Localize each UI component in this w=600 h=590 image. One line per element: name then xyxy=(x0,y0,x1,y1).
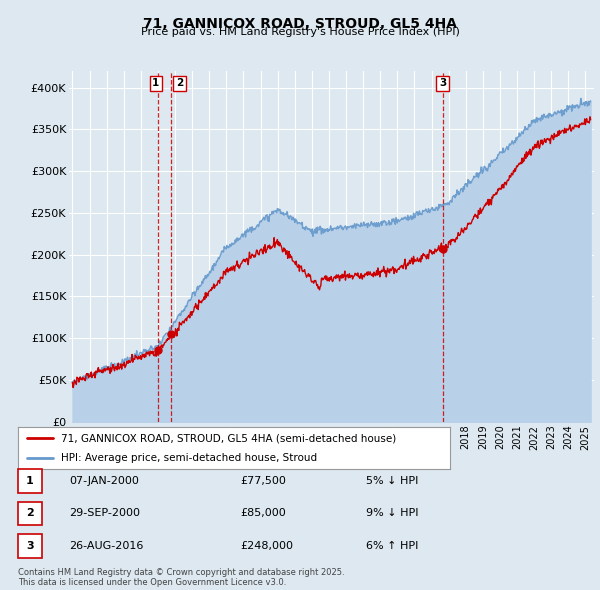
Text: 1: 1 xyxy=(26,476,34,486)
Text: £248,000: £248,000 xyxy=(240,541,293,550)
Text: £77,500: £77,500 xyxy=(240,476,286,486)
Text: Contains HM Land Registry data © Crown copyright and database right 2025.
This d: Contains HM Land Registry data © Crown c… xyxy=(18,568,344,587)
Text: 6% ↑ HPI: 6% ↑ HPI xyxy=(366,541,418,550)
Text: 3: 3 xyxy=(439,78,446,88)
Text: 5% ↓ HPI: 5% ↓ HPI xyxy=(366,476,418,486)
Text: 2: 2 xyxy=(176,78,183,88)
Text: Price paid vs. HM Land Registry's House Price Index (HPI): Price paid vs. HM Land Registry's House … xyxy=(140,27,460,37)
Text: 71, GANNICOX ROAD, STROUD, GL5 4HA (semi-detached house): 71, GANNICOX ROAD, STROUD, GL5 4HA (semi… xyxy=(61,434,397,444)
Text: 07-JAN-2000: 07-JAN-2000 xyxy=(69,476,139,486)
Text: 71, GANNICOX ROAD, STROUD, GL5 4HA: 71, GANNICOX ROAD, STROUD, GL5 4HA xyxy=(143,17,457,31)
Text: 3: 3 xyxy=(26,541,34,550)
Text: 9% ↓ HPI: 9% ↓ HPI xyxy=(366,509,419,518)
Text: 26-AUG-2016: 26-AUG-2016 xyxy=(69,541,143,550)
Text: £85,000: £85,000 xyxy=(240,509,286,518)
Text: 29-SEP-2000: 29-SEP-2000 xyxy=(69,509,140,518)
Text: 2: 2 xyxy=(26,509,34,518)
Text: 1: 1 xyxy=(152,78,160,88)
Text: HPI: Average price, semi-detached house, Stroud: HPI: Average price, semi-detached house,… xyxy=(61,454,317,463)
